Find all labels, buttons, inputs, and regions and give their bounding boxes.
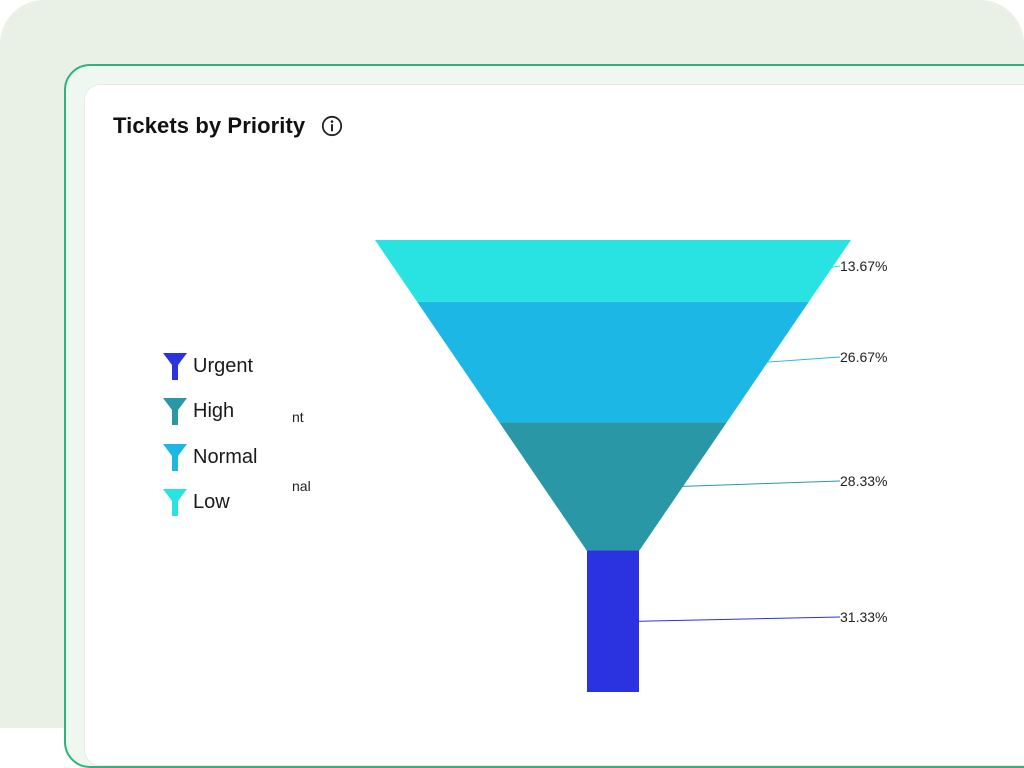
legend-label: Low — [193, 490, 230, 513]
legend-label: Normal — [193, 445, 258, 468]
label-connector — [807, 265, 841, 272]
funnel-segment-low[interactable] — [375, 240, 851, 302]
label-connector — [767, 356, 841, 363]
info-circle-icon[interactable] — [321, 115, 343, 137]
legend-label: High — [193, 399, 235, 422]
data-label: 13.67% — [840, 258, 887, 274]
funnel-icon — [163, 444, 187, 471]
data-label: 26.67% — [840, 349, 887, 365]
legend-label: Urgent — [193, 354, 254, 377]
funnel-segment-normal[interactable] — [417, 301, 809, 423]
funnel-segment-urgent[interactable] — [586, 550, 640, 692]
legend-item-low[interactable]: Low — [162, 487, 230, 517]
legend-item-high[interactable]: High — [162, 396, 234, 426]
funnel-icon — [163, 489, 187, 516]
data-label: 31.33% — [840, 609, 887, 625]
funnel-chart: 13.67% 26.67% 28.33% 31.33% — [375, 240, 887, 692]
legend-ghost-fragment: nal — [292, 478, 311, 494]
funnel-icon — [163, 353, 187, 380]
card-title: Tickets by Priority — [113, 113, 306, 138]
funnel-icon — [163, 398, 187, 425]
legend-ghost-fragment: nt — [292, 409, 304, 425]
funnel-segment-high[interactable] — [499, 422, 727, 551]
legend-item-normal[interactable]: Normal — [162, 442, 257, 472]
label-connector — [683, 480, 841, 487]
legend-item-urgent[interactable]: Urgent — [162, 351, 253, 381]
data-label: 28.33% — [840, 473, 887, 489]
label-connector — [638, 616, 841, 622]
